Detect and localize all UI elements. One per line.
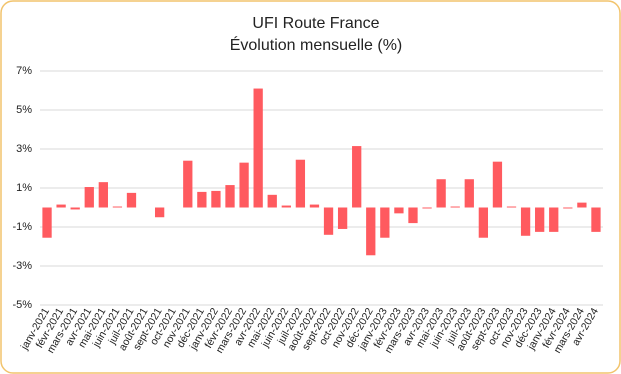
bar [281, 205, 291, 208]
bar [366, 207, 376, 256]
bar [591, 207, 601, 232]
bar [492, 161, 503, 208]
bar [295, 159, 306, 208]
bar [183, 160, 193, 208]
y-tick-label: -5% [12, 299, 32, 311]
bar [380, 207, 390, 238]
y-tick-label: 7% [16, 65, 32, 77]
chart-title: UFI Route France [252, 15, 379, 32]
bar [506, 206, 517, 208]
y-tick-label: 1% [16, 182, 32, 194]
bar [478, 207, 489, 238]
bar [394, 207, 404, 214]
bar [154, 207, 165, 218]
chart-subtitle: Évolution mensuelle (%) [230, 35, 403, 54]
bar [98, 182, 108, 208]
bar [225, 185, 235, 208]
bar [253, 88, 263, 208]
bar [549, 207, 559, 232]
y-tick-label: 5% [16, 104, 32, 116]
bar [422, 207, 432, 209]
bar [42, 207, 52, 238]
bar [84, 187, 94, 208]
bar [112, 206, 123, 208]
y-tick-label: -1% [12, 221, 32, 233]
bar [577, 202, 587, 208]
bar [211, 190, 221, 208]
bar [239, 162, 249, 208]
bar [408, 207, 418, 224]
bar [563, 207, 573, 209]
bar [337, 207, 348, 229]
y-tick-label: 3% [16, 143, 32, 155]
bar [197, 191, 207, 208]
bar [520, 207, 531, 236]
bar [464, 179, 474, 208]
bar [126, 192, 137, 208]
bar [436, 179, 446, 208]
y-tick-label: -3% [12, 260, 32, 272]
bar [309, 204, 320, 208]
bar [323, 207, 334, 235]
bar [352, 146, 362, 208]
bar [56, 204, 66, 208]
bar [450, 206, 460, 208]
bar [535, 207, 545, 232]
bar [267, 194, 277, 208]
bar [70, 207, 80, 210]
